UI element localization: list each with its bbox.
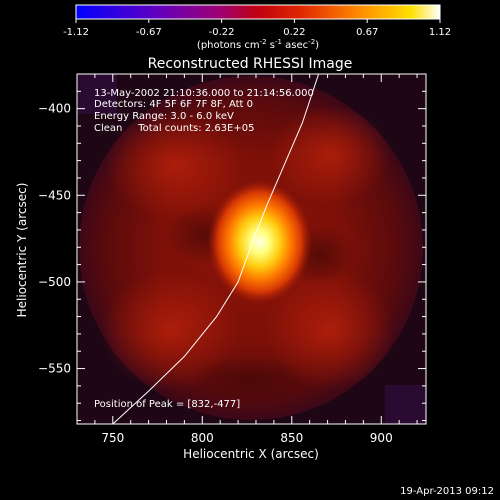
annotation-energy: Energy Range: 3.0 - 6.0 keV <box>94 111 234 122</box>
emission-lobe-ne <box>270 105 390 205</box>
colorbar <box>75 4 441 20</box>
colorbar-tick-label: 0.67 <box>356 27 378 38</box>
plot-frame <box>76 73 427 425</box>
dark-patch-3 <box>190 355 310 405</box>
annotation-block: 13-May-2002 21:10:36.000 to 21:14:56.000… <box>94 88 314 410</box>
colorbar-tick-label: -0.22 <box>209 27 235 38</box>
flare-peak <box>207 180 312 305</box>
x-tick-label: 900 <box>370 431 393 445</box>
emission-lobe-nw <box>105 110 245 220</box>
y-axis-label: Heliocentric Y (arcsec) <box>15 183 29 318</box>
emission-lobe-sw <box>100 270 240 390</box>
x-tick-label: 800 <box>191 431 214 445</box>
chart-title: Reconstructed RHESSI Image <box>148 56 353 72</box>
x-axis-label: Heliocentric X (arcsec) <box>183 447 319 461</box>
emission-lobe-se <box>265 270 395 390</box>
annotation-detectors: Detectors: 4F 5F 6F 7F 8F, Att 0 <box>94 99 253 110</box>
colorbar-tick-label: -1.12 <box>63 27 89 38</box>
colorbar-unit-label: (photons cm-2 s-1 asec-2) <box>197 38 319 51</box>
x-tick-label: 750 <box>101 431 124 445</box>
axes: 750 800 850 900 −400 −450 −500 −550 <box>38 73 426 445</box>
annotation-counts: Clean Total counts: 2.63E+05 <box>94 123 254 134</box>
solar-limb-line <box>112 74 320 424</box>
colorbar-tick-label: -0.67 <box>136 27 162 38</box>
colorbar-tick-label: 0.22 <box>283 27 305 38</box>
rhessi-image <box>77 74 426 424</box>
y-tick-label: −400 <box>38 102 71 116</box>
footer-timestamp: 19-Apr-2013 09:12 <box>400 486 494 497</box>
x-tick-label: 850 <box>280 431 303 445</box>
image-corner-tl <box>77 74 117 114</box>
colorbar-ticks: -1.12 -0.67 -0.22 0.22 0.67 1.12 <box>63 19 451 38</box>
image-corner-br <box>385 385 426 424</box>
annotation-peak: Position of Peak = [832,-477] <box>94 399 240 410</box>
colorbar-tick-label: 1.12 <box>429 27 451 38</box>
y-tick-label: −550 <box>38 362 71 376</box>
y-tick-label: −450 <box>38 188 71 202</box>
annotation-time: 13-May-2002 21:10:36.000 to 21:14:56.000 <box>94 88 314 99</box>
y-tick-label: −500 <box>38 275 71 289</box>
